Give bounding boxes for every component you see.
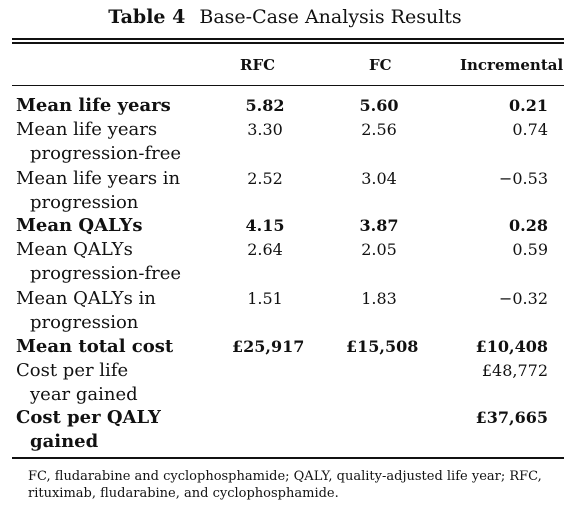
row-label: Cost per QALY gained [16,406,161,454]
row-label-line1: Mean life years in [16,168,181,189]
column-header-incremental: Incremental [460,56,564,74]
row-label-line1: Mean QALYs [16,239,133,260]
row-label-line1: Mean QALYs [16,215,143,236]
table-footnote: FC, fludarabine and cyclophosphamide; QA… [28,469,542,501]
cell-incremental: 0.21 [509,96,548,115]
cell-incremental: £37,665 [475,408,548,427]
cell-incremental: −0.53 [498,169,548,188]
column-header-rfc: RFC [240,56,276,74]
header-rule [12,85,564,87]
cell-incremental: 0.59 [512,240,548,259]
row-label-line1: Mean life years [16,119,158,140]
cell-rfc: 4.15 [245,216,285,235]
row-label-line1: Mean life years [16,95,171,116]
table-title: Base-Case Analysis Results [199,6,462,28]
row-label: Mean QALYs progression-free [16,238,181,286]
cell-rfc: 3.30 [247,120,283,139]
cell-fc: 2.05 [361,240,397,259]
cell-incremental: £48,772 [481,361,548,380]
row-label: Mean life years in progression [16,167,180,215]
row-label: Mean QALYs [16,214,143,238]
table-caption: Table 4 Base-Case Analysis Results [0,6,570,28]
cell-fc: £15,508 [346,337,419,356]
bottom-rule [12,457,564,459]
row-label-line2: progression-free [30,143,182,164]
cell-fc: 3.04 [361,169,397,188]
row-label: Mean QALYs in progression [16,287,156,335]
row-label-line1: Cost per life [16,360,129,381]
cell-rfc: 2.52 [247,169,283,188]
row-label-line2: progression [30,312,139,333]
top-rule-1 [12,38,564,40]
top-rule-2 [12,42,564,44]
cell-incremental: £10,408 [475,337,548,356]
cell-incremental: −0.32 [498,289,548,308]
cell-fc: 3.87 [359,216,399,235]
cell-rfc: 1.51 [247,289,283,308]
row-label-line1: Cost per QALY [16,407,161,428]
row-label-line2: year gained [30,384,138,405]
row-label: Cost per life year gained [16,359,138,407]
cell-incremental: 0.74 [512,120,548,139]
cell-fc: 1.83 [361,289,397,308]
column-header-fc: FC [369,56,392,74]
row-label-line2: progression-free [30,263,182,284]
row-label-line2: progression [30,192,139,213]
cell-fc: 5.60 [359,96,399,115]
cell-rfc: £25,917 [232,337,305,356]
row-label-line1: Mean total cost [16,336,174,357]
cell-rfc: 2.64 [247,240,283,259]
row-label: Mean life years [16,94,171,118]
row-label: Mean life years progression-free [16,118,181,166]
row-label: Mean total cost [16,335,173,359]
table-number: Table 4 [108,6,186,28]
row-label-line1: Mean QALYs in [16,288,156,309]
cell-rfc: 5.82 [245,96,285,115]
cell-fc: 2.56 [361,120,397,139]
row-label-line2: gained [30,431,99,452]
cell-incremental: 0.28 [509,216,548,235]
